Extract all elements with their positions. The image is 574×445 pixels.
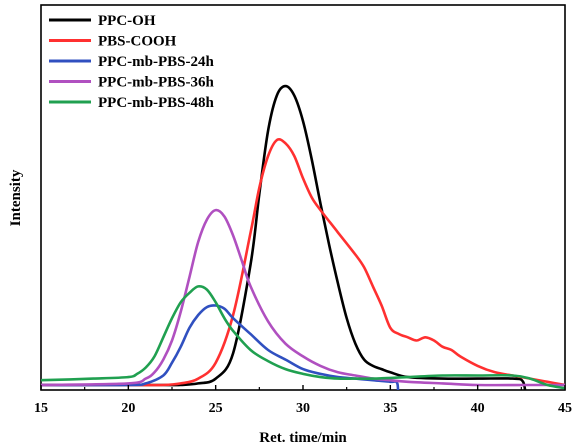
x-axis-ticks: 15 20 25 30 35 40 45 — [34, 385, 572, 416]
x-tick-label: 25 — [209, 401, 223, 416]
series-line-1 — [41, 84, 527, 390]
x-tick-label: 40 — [471, 401, 485, 416]
series-line-4 — [41, 208, 565, 387]
x-tick-label: 15 — [34, 401, 48, 416]
legend-label: PPC-mb-PBS-36h — [98, 75, 214, 91]
series-line-5 — [41, 284, 565, 390]
x-tick-label: 45 — [558, 401, 572, 416]
x-tick-label: 35 — [383, 401, 397, 416]
legend-label: PPC-mb-PBS-48h — [98, 95, 214, 111]
legend-label: PBS-COOH — [98, 34, 177, 50]
series-layer — [41, 84, 565, 390]
legend-label: PPC-mb-PBS-24h — [98, 54, 214, 70]
x-axis-label: Ret. time/min — [259, 430, 347, 445]
y-axis-label: Intensity — [8, 169, 24, 226]
series-line-3 — [41, 304, 400, 390]
x-tick-label: 20 — [121, 401, 135, 416]
x-tick-label: 30 — [296, 401, 310, 416]
series-line-2 — [41, 138, 565, 387]
legend: PPC-OH PBS-COOH PPC-mb-PBS-24h PPC-mb-PBS-3… — [49, 13, 214, 111]
legend-label: PPC-OH — [98, 13, 156, 29]
